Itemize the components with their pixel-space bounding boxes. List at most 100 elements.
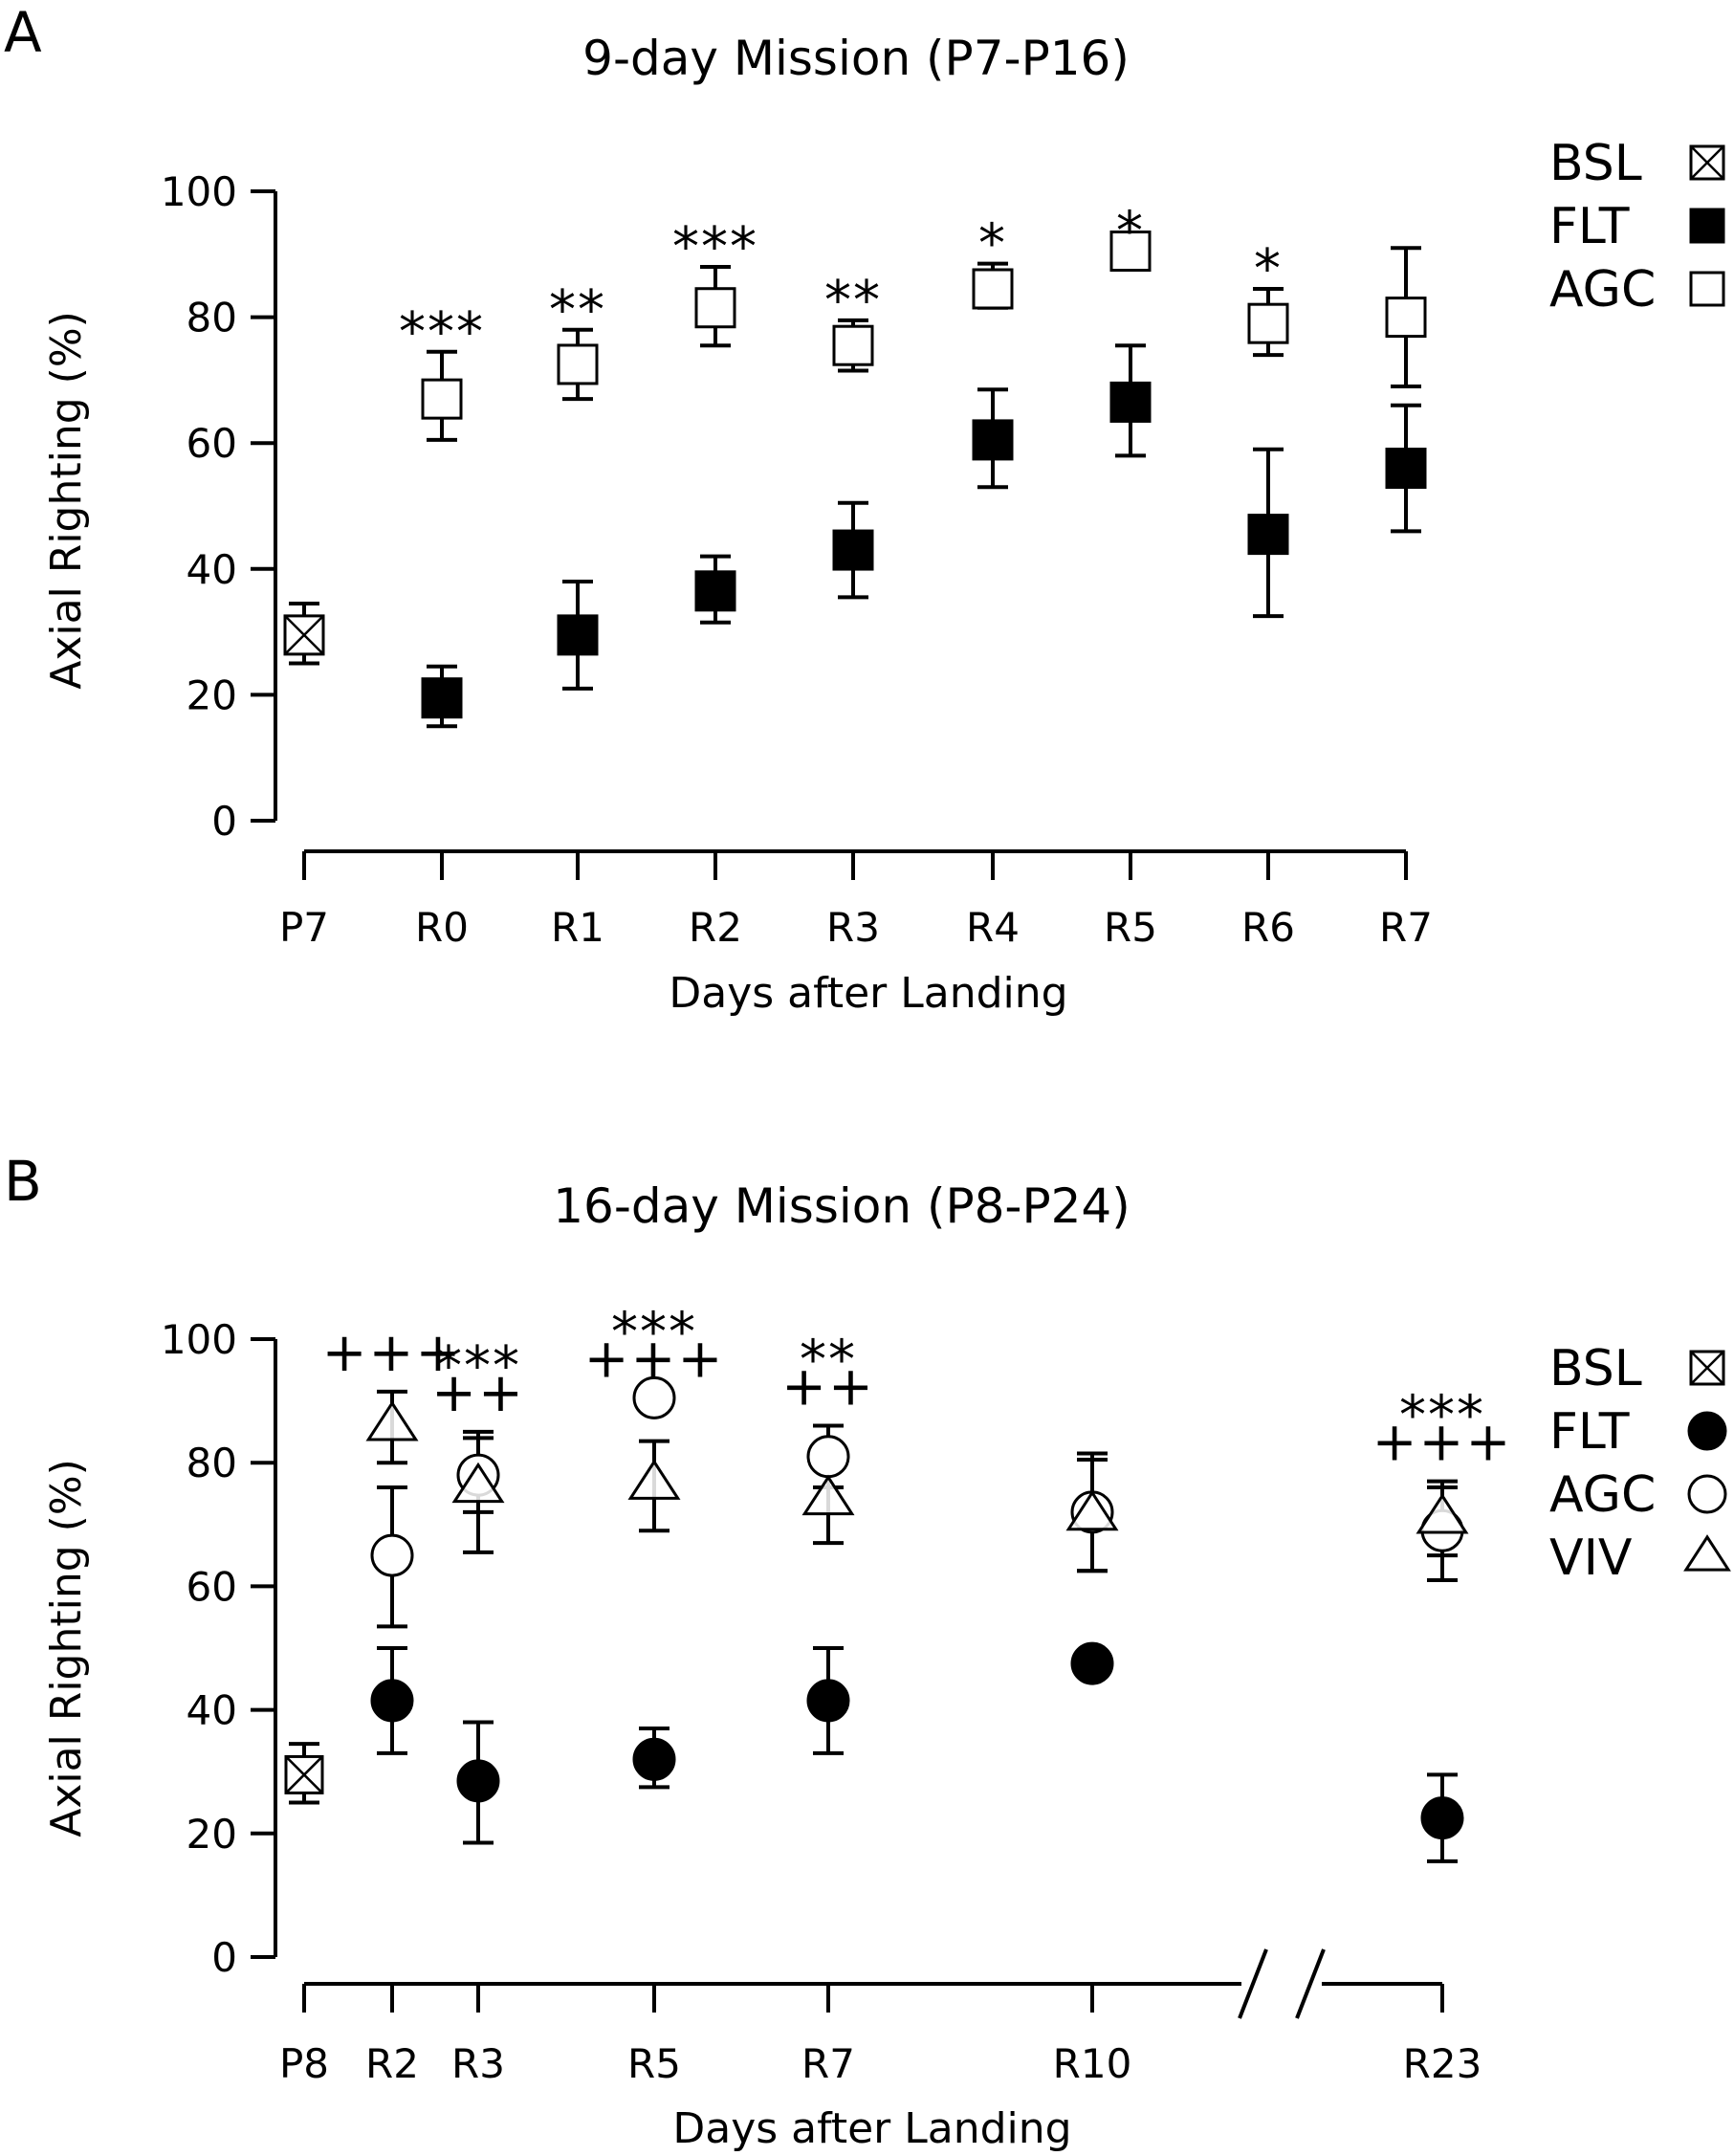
panel-b-flt-r2-point <box>370 1679 414 1723</box>
panel-a-agc-r4-point <box>972 268 1014 310</box>
panel-b-x-tick-label-r5: R5 <box>627 2040 681 2087</box>
panel-a-flt-r5-point <box>1109 381 1152 423</box>
panel-a-x-tick-label-r1: R1 <box>551 904 604 951</box>
panel-a-legend-label-agc: AGC <box>1549 261 1656 319</box>
panel-b-viv-r5-point <box>627 1459 681 1500</box>
panel-b-flt-r23-point <box>1420 1796 1464 1840</box>
panel-b-y-tick-label: 40 <box>187 1687 237 1734</box>
panel-b-legend-label-bsl: BSL <box>1549 1340 1642 1397</box>
panel-b-error-bars <box>289 1389 1458 1863</box>
panel-a-legend: BSL FLT AGC <box>1549 135 1725 319</box>
panel-a-x-tick-label-r4: R4 <box>966 904 1020 951</box>
panel-a-x-tick-label-r5: R5 <box>1104 904 1157 951</box>
panel-a-y-axis-title: Axial Righting (%) <box>42 311 91 690</box>
panel-a-significance-r2-0: *** <box>672 216 758 278</box>
panel-b-y-tick-label: 100 <box>161 1316 237 1363</box>
panel-a-x-tick-label-r6: R6 <box>1241 904 1295 951</box>
panel-b-significance-r2-0: +++ <box>322 1322 463 1384</box>
panel-a-significance-r3-0: ** <box>824 270 882 332</box>
panel-a-y-tick-label: 40 <box>187 546 237 593</box>
panel-a-agc-r3-point <box>832 324 874 366</box>
panel-b-bsl-p8-point-cross <box>285 1755 323 1794</box>
panel-a-bsl-p7-point <box>283 614 325 656</box>
panel-a-significance-r6-0: * <box>1254 238 1283 300</box>
panel-a-y-tick-label: 20 <box>187 671 237 718</box>
panel-b-viv-r7-point <box>801 1474 855 1516</box>
panel-b-x-tick-label-p8: P8 <box>279 2040 329 2087</box>
panel-b-letter: B <box>4 1149 42 1214</box>
panel-a-significance-r1-0: ** <box>549 279 606 341</box>
panel-b-markers <box>284 1375 1469 1840</box>
panel-b-legend-marker-viv <box>1683 1534 1731 1572</box>
panel-a-agc-r1-point <box>557 343 599 385</box>
panel-b-title: 16-day Mission (P8-P24) <box>553 1178 1130 1234</box>
panel-b-significance-r3-0: *** <box>435 1335 521 1397</box>
panel-b-significance-r7-0: ** <box>800 1329 857 1391</box>
panel-b-y-tick-label: 60 <box>187 1563 237 1610</box>
panel-b-legend-marker-bsl-cross <box>1690 1351 1724 1385</box>
panel-a-y-tick-label: 0 <box>211 798 237 845</box>
panel-a-flt-r7-point <box>1385 448 1427 490</box>
panel-a-agc-r6-point <box>1247 302 1289 344</box>
panel-a-flt-r4-point <box>972 419 1014 461</box>
panel-b-bsl-p8-point <box>284 1754 324 1794</box>
panel-a-significance-r0-0: *** <box>399 301 485 363</box>
panel-a: A 9-day Mission (P7-P16) Days after Land… <box>4 0 1725 1018</box>
panel-a-legend-marker-agc <box>1689 271 1725 307</box>
panel-a-significance: *** ******** ** <box>399 201 1283 363</box>
panel-a-legend-marker-flt <box>1689 208 1725 244</box>
panel-a-x-tick-label-r7: R7 <box>1379 904 1433 951</box>
panel-a-agc-r7-point <box>1385 297 1427 339</box>
panel-b-flt-r10-point <box>1070 1641 1114 1685</box>
panel-b-significance-r5-1: +++ <box>584 1328 725 1390</box>
panel-b-x-axis-title: Days after Landing <box>672 2104 1071 2153</box>
panel-a-flt-r1-point <box>557 614 599 656</box>
panel-b-significance-r5-0: *** <box>611 1301 697 1363</box>
panel-a-x-axis-title: Days after Landing <box>669 969 1067 1018</box>
panel-b-viv-r2-point <box>365 1400 419 1441</box>
panel-a-flt-r2-point <box>694 570 736 612</box>
panel-a-agc-r2-point <box>694 287 736 329</box>
panel-b-legend-marker-bsl <box>1689 1350 1725 1386</box>
panel-b-significance-r23-1: +++ <box>1372 1412 1513 1474</box>
panel-a-y-tick-label: 100 <box>161 168 237 215</box>
panel-a-letter: A <box>4 0 42 65</box>
panel-b-y-tick-label: 80 <box>187 1440 237 1486</box>
panel-b-x-tick-label-r2: R2 <box>365 2040 419 2087</box>
panel-b-legend-marker-agc <box>1687 1474 1727 1514</box>
panel-a-legend-label-bsl: BSL <box>1549 135 1642 192</box>
panel-b-significance-r23-0: *** <box>1399 1385 1485 1447</box>
panel-b-flt-r7-point <box>806 1679 850 1723</box>
panel-b-axes: 0 20 40 60 80 100 P8 R2 R3 R5 R7 R10 R23 <box>161 1316 1482 2087</box>
panel-b-x-tick-label-r7: R7 <box>801 2040 855 2087</box>
panel-b-viv-r10-point <box>1065 1489 1119 1531</box>
panel-a-significance-r5-0: * <box>1116 201 1145 263</box>
panel-a-legend-marker-bsl-cross <box>1690 145 1724 180</box>
panel-b-y-tick-label: 20 <box>187 1811 237 1858</box>
panel-a-legend-marker-bsl <box>1689 144 1725 181</box>
panel-a-y-tick-label: 60 <box>187 420 237 467</box>
panel-b-significance-r3-1: ++ <box>431 1362 525 1424</box>
panel-a-x-tick-label-r3: R3 <box>826 904 880 951</box>
panel-a-x-tick-label-r0: R0 <box>415 904 469 951</box>
panel-b-agc-r5-point <box>632 1375 676 1419</box>
panel-b-legend-label-agc: AGC <box>1549 1466 1656 1524</box>
panel-a-y-tick-label: 80 <box>187 295 237 341</box>
panel-a-legend-label-flt: FLT <box>1549 198 1630 255</box>
panel-b-legend-label-viv: VIV <box>1549 1529 1633 1587</box>
panel-b-x-tick-label-r23: R23 <box>1403 2040 1482 2087</box>
panel-a-x-tick-label-p7: P7 <box>279 904 329 951</box>
panel-b-y-axis-title: Axial Righting (%) <box>42 1459 91 1837</box>
panel-b-significance: +++***++***+++ **++ ***+++ <box>322 1301 1513 1474</box>
panel-a-markers <box>283 231 1427 719</box>
panel-a-agc-r0-point <box>421 378 463 420</box>
panel-b-viv-r23-point <box>1416 1493 1469 1534</box>
panel-b-significance-r7-1: ++ <box>781 1355 875 1418</box>
panel-a-flt-r3-point <box>832 529 874 571</box>
panel-b-agc-r7-point <box>806 1435 850 1479</box>
panel-a-title: 9-day Mission (P7-P16) <box>582 31 1130 86</box>
panel-a-flt-r0-point <box>421 677 463 719</box>
panel-b-legend-label-flt: FLT <box>1549 1403 1630 1461</box>
